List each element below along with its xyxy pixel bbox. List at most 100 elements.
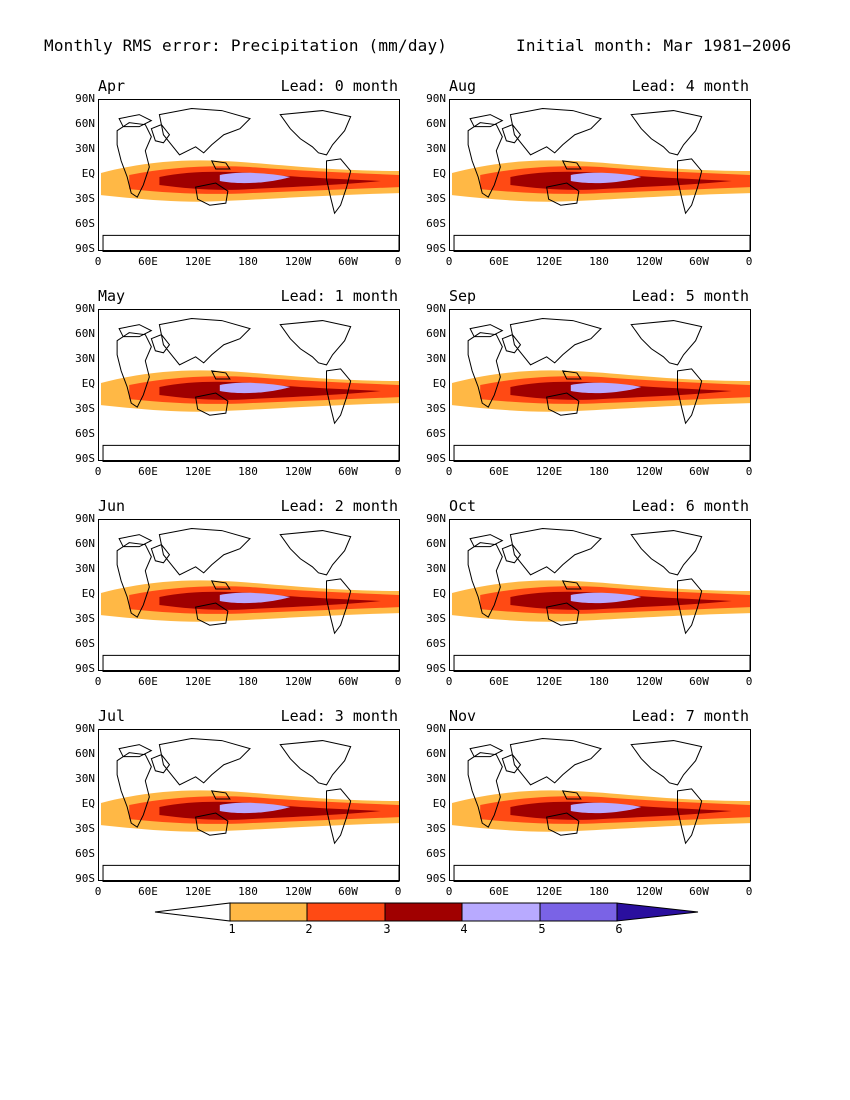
latitude-tick-label: 90S <box>75 872 95 885</box>
latitude-tick-label: EQ <box>432 377 446 390</box>
colorbar-label: 1 <box>228 922 236 936</box>
longitude-tick-label: 60W <box>338 675 358 688</box>
colorbar <box>154 902 699 922</box>
colorbar-label: 5 <box>538 922 546 936</box>
panel-lead-label: Lead: 6 month <box>631 497 749 515</box>
longitude-tick-label: 0 <box>94 255 102 268</box>
colorbar-high-arrow <box>616 902 699 922</box>
colorbar-label: 2 <box>305 922 313 936</box>
longitude-tick-label: 120E <box>184 255 212 268</box>
latitude-tick-label: EQ <box>432 167 446 180</box>
latitude-tick-label: EQ <box>81 797 95 810</box>
longitude-tick-label: 120E <box>535 675 563 688</box>
longitude-tick-label: 0 <box>394 675 402 688</box>
latitude-tick-label: 60S <box>426 637 446 650</box>
latitude-tick-label: 30S <box>75 402 95 415</box>
longitude-tick-label: 180 <box>238 255 258 268</box>
longitude-tick-label: 120E <box>184 465 212 478</box>
latitude-tick-label: 30N <box>75 772 95 785</box>
latitude-tick-label: 90N <box>426 92 446 105</box>
panel-month-label: Sep <box>449 287 477 305</box>
latitude-tick-label: 60N <box>75 537 95 550</box>
latitude-tick-label: 60N <box>426 327 446 340</box>
latitude-tick-label: EQ <box>81 587 95 600</box>
longitude-tick-label: 0 <box>94 675 102 688</box>
longitude-tick-label: 60W <box>338 885 358 898</box>
colorbar-label: 3 <box>383 922 391 936</box>
latitude-tick-label: 60N <box>426 537 446 550</box>
latitude-tick-label: 30N <box>75 352 95 365</box>
longitude-tick-label: 180 <box>238 465 258 478</box>
latitude-tick-label: 60S <box>75 217 95 230</box>
longitude-tick-label: 0 <box>445 675 453 688</box>
panel-month-label: Nov <box>449 707 477 725</box>
map-panel <box>98 309 400 462</box>
longitude-tick-label: 60E <box>489 465 509 478</box>
longitude-tick-label: 60W <box>689 255 709 268</box>
longitude-tick-label: 180 <box>238 885 258 898</box>
colorbar-swatch-3-4 <box>384 902 463 922</box>
map-panel <box>98 519 400 672</box>
longitude-tick-label: 0 <box>745 885 753 898</box>
colorbar-low-arrow <box>154 902 231 922</box>
latitude-tick-label: 60N <box>426 747 446 760</box>
longitude-tick-label: 180 <box>589 675 609 688</box>
latitude-tick-label: 60S <box>75 847 95 860</box>
longitude-tick-label: 0 <box>394 255 402 268</box>
latitude-tick-label: EQ <box>432 587 446 600</box>
colorbar-swatch-4-5 <box>461 902 541 922</box>
latitude-tick-label: 90N <box>426 512 446 525</box>
latitude-tick-label: 30N <box>75 562 95 575</box>
panel-lead-label: Lead: 5 month <box>631 287 749 305</box>
panel-lead-label: Lead: 2 month <box>280 497 398 515</box>
longitude-tick-label: 0 <box>94 465 102 478</box>
panel-month-label: Jul <box>98 707 126 725</box>
latitude-tick-label: 60S <box>426 427 446 440</box>
latitude-tick-label: EQ <box>432 797 446 810</box>
latitude-tick-label: 30S <box>426 822 446 835</box>
longitude-tick-label: 0 <box>745 255 753 268</box>
latitude-tick-label: 60N <box>75 327 95 340</box>
latitude-tick-label: 90S <box>426 662 446 675</box>
map-panel <box>449 519 751 672</box>
longitude-tick-label: 60E <box>489 885 509 898</box>
latitude-tick-label: 30S <box>426 402 446 415</box>
latitude-tick-label: 30N <box>426 562 446 575</box>
latitude-tick-label: 60N <box>75 747 95 760</box>
latitude-tick-label: 30S <box>426 192 446 205</box>
longitude-tick-label: 0 <box>745 465 753 478</box>
longitude-tick-label: 60W <box>689 465 709 478</box>
longitude-tick-label: 120W <box>284 465 312 478</box>
longitude-tick-label: 120E <box>535 255 563 268</box>
map-panel <box>449 309 751 462</box>
latitude-tick-label: 30N <box>426 772 446 785</box>
longitude-tick-label: 60E <box>138 465 158 478</box>
longitude-tick-label: 120W <box>635 885 663 898</box>
panel-month-label: Apr <box>98 77 126 95</box>
longitude-tick-label: 60W <box>338 465 358 478</box>
panel-lead-label: Lead: 0 month <box>280 77 398 95</box>
latitude-tick-label: 90S <box>426 242 446 255</box>
panel-lead-label: Lead: 3 month <box>280 707 398 725</box>
longitude-tick-label: 0 <box>94 885 102 898</box>
latitude-tick-label: 90S <box>75 242 95 255</box>
latitude-tick-label: 90N <box>75 302 95 315</box>
longitude-tick-label: 0 <box>445 465 453 478</box>
panel-month-label: Jun <box>98 497 126 515</box>
longitude-tick-label: 0 <box>445 255 453 268</box>
panel-lead-label: Lead: 4 month <box>631 77 749 95</box>
colorbar-swatch-5-6 <box>539 902 618 922</box>
map-panel <box>449 729 751 882</box>
longitude-tick-label: 120W <box>284 675 312 688</box>
longitude-tick-label: 120W <box>284 255 312 268</box>
latitude-tick-label: 90S <box>426 452 446 465</box>
longitude-tick-label: 120E <box>184 885 212 898</box>
longitude-tick-label: 60W <box>338 255 358 268</box>
longitude-tick-label: 60W <box>689 675 709 688</box>
colorbar-swatch-2-3 <box>306 902 386 922</box>
initial-month-label: Initial month: Mar 1981−2006 <box>516 36 792 55</box>
longitude-tick-label: 0 <box>745 675 753 688</box>
longitude-tick-label: 120W <box>635 255 663 268</box>
latitude-tick-label: 30S <box>75 192 95 205</box>
longitude-tick-label: 120E <box>184 675 212 688</box>
